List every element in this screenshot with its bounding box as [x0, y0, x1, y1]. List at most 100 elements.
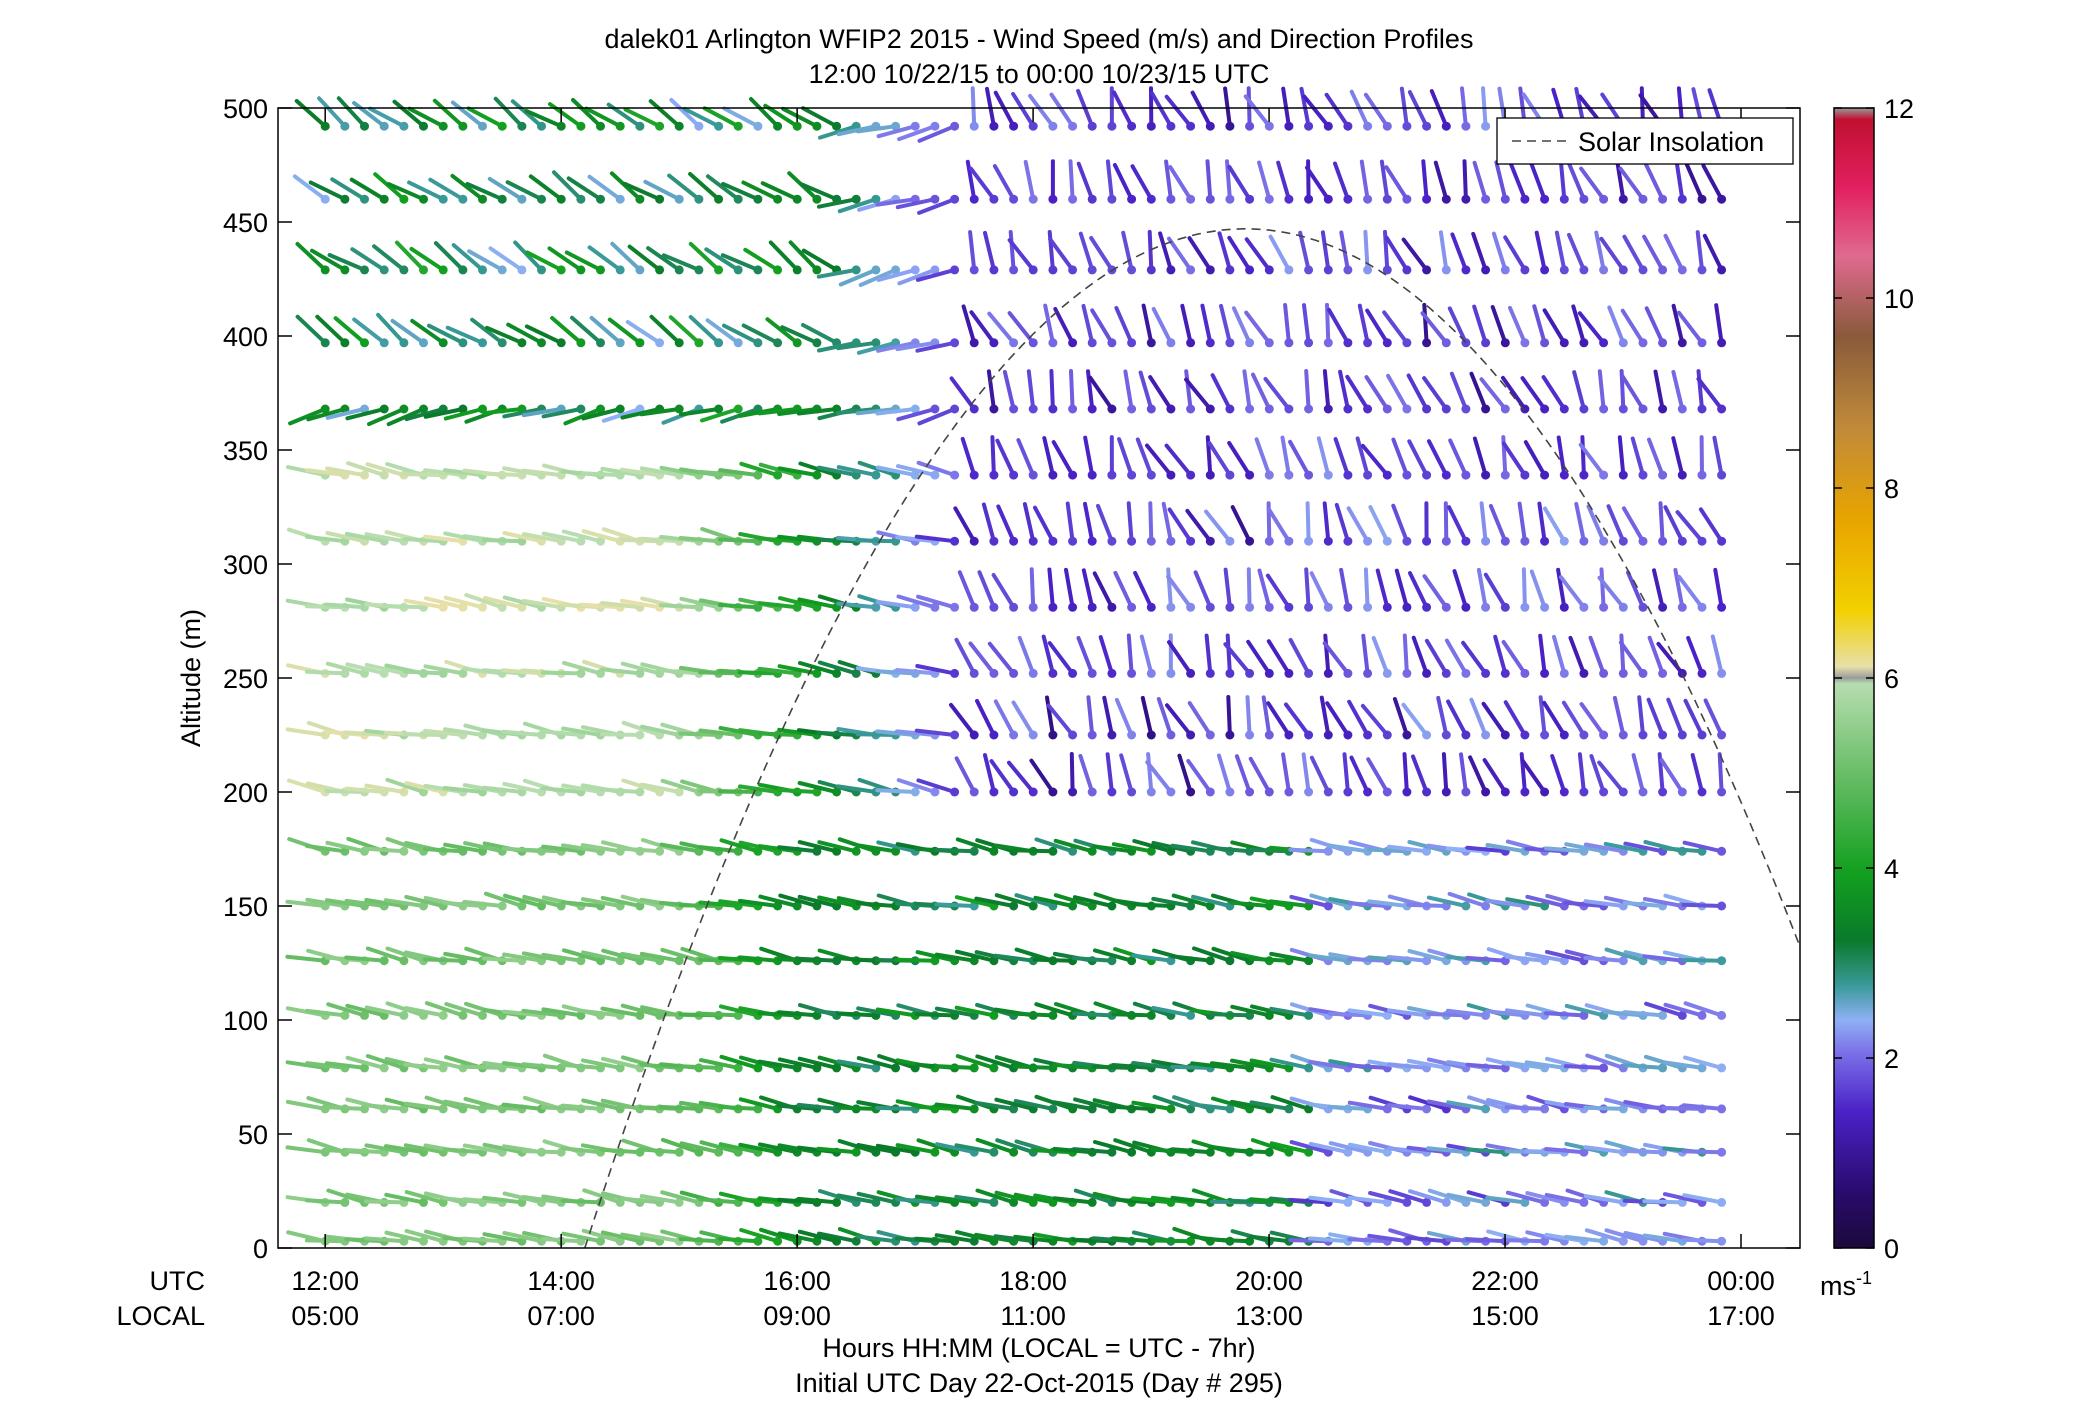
wind-barbs-group: [285, 86, 1727, 1246]
wind-barb-shaft: [345, 407, 387, 421]
wind-barb-dot: [733, 265, 743, 275]
wind-barb-shaft: [915, 267, 957, 282]
wind-barb-shaft: [1392, 697, 1409, 737]
wind-barb-dot: [1048, 404, 1058, 414]
wind-barb-dot: [969, 121, 979, 131]
wind-barb-shaft: [954, 895, 996, 908]
wind-barb-dot: [1599, 1236, 1609, 1246]
wind-barb-shaft: [422, 957, 465, 963]
wind-barb-shaft: [1171, 893, 1213, 908]
wind-barb-dot: [1520, 536, 1530, 546]
wind-barb-shaft: [1644, 162, 1665, 202]
wind-barb-shaft: [1257, 160, 1272, 202]
wind-barb-shaft: [1008, 230, 1016, 272]
wind-barb-shaft: [658, 1104, 701, 1111]
wind-barb-shaft: [561, 726, 603, 737]
wind-barb-shaft: [975, 698, 996, 737]
wind-barb-dot: [379, 404, 389, 414]
wind-barb-dot: [950, 602, 960, 612]
wind-barb-shaft: [600, 1230, 642, 1244]
wind-barb-shaft: [1366, 757, 1390, 794]
wind-barb-dot: [1009, 1197, 1019, 1207]
wind-barb-shaft: [739, 461, 780, 478]
wind-barb-shaft: [1647, 437, 1665, 478]
wind-barb-shaft: [1327, 1011, 1370, 1018]
wind-barb-shaft: [1567, 232, 1586, 272]
wind-barb-dot: [1343, 1197, 1353, 1207]
wind-barb-shaft: [738, 1142, 780, 1155]
wind-barb-dot: [1481, 1104, 1491, 1114]
wind-barb-shaft: [1012, 1064, 1055, 1070]
wind-barb-shaft: [678, 1237, 721, 1244]
wind-barb-dot: [497, 901, 507, 911]
wind-barb-dot: [753, 338, 763, 348]
wind-barb-dot: [1068, 194, 1078, 204]
wind-barb-shaft: [1406, 373, 1429, 411]
wind-barb-shaft: [1347, 1237, 1390, 1244]
wind-barb-dot: [930, 470, 940, 480]
wind-barb-dot: [1166, 787, 1176, 797]
wind-barb-shaft: [1524, 951, 1567, 963]
wind-barb-dot: [694, 338, 704, 348]
wind-barb-shaft: [336, 96, 367, 129]
wind-barb-dot: [320, 265, 330, 275]
wind-barb-shaft: [1089, 236, 1114, 272]
wind-barb-shaft: [372, 244, 406, 272]
wind-barb-shaft: [914, 1104, 957, 1111]
wind-barb-dot: [1461, 730, 1471, 740]
wind-barb-shaft: [1662, 1192, 1704, 1205]
wind-barb-shaft: [1583, 899, 1626, 908]
wind-barb-dot: [674, 787, 684, 797]
wind-barb-dot: [1363, 730, 1373, 740]
wind-barb-shaft: [1301, 752, 1311, 794]
wind-barb-dot: [1225, 536, 1235, 546]
wind-barb-dot: [1304, 536, 1314, 546]
wind-barb-shaft: [1357, 303, 1370, 345]
wind-barb-shaft: [1532, 304, 1547, 345]
wind-barb-dot: [969, 404, 979, 414]
wind-barb-dot: [930, 787, 940, 797]
wind-barb-shaft: [1191, 894, 1232, 908]
wind-barb-shaft: [801, 248, 839, 272]
wind-barb-dot: [1264, 194, 1274, 204]
wind-barb-shaft: [407, 180, 446, 202]
wind-barb-shaft: [934, 1233, 977, 1244]
wind-barb-shaft: [1204, 509, 1232, 544]
wind-barb-dot: [930, 265, 940, 275]
wind-barb-dot: [458, 602, 468, 612]
wind-barb-dot: [674, 404, 684, 414]
wind-barb-dot: [753, 470, 763, 480]
wind-barb-shaft: [463, 841, 505, 854]
wind-barb-shaft: [1288, 439, 1311, 478]
wind-barb-shaft: [1476, 567, 1488, 610]
wind-barb-dot: [812, 668, 822, 678]
wind-barb-shaft: [836, 1059, 878, 1070]
wind-barb-shaft: [403, 1101, 446, 1111]
wind-barb-dot: [1658, 265, 1668, 275]
wind-barb-shaft: [503, 893, 544, 908]
wind-barb-shaft: [560, 900, 603, 908]
wind-barb-shaft: [1564, 842, 1606, 854]
wind-barb-shaft: [1177, 753, 1193, 794]
wind-barb-shaft: [1563, 900, 1606, 908]
wind-barb-shaft: [1248, 756, 1272, 794]
wind-barb-shaft: [1529, 161, 1547, 202]
wind-barb-shaft: [1333, 161, 1350, 202]
chart-title-line2: 12:00 10/22/15 to 00:00 10/23/15 UTC: [809, 59, 1270, 89]
wind-barb-shaft: [424, 1001, 465, 1018]
wind-barb-shaft: [1459, 752, 1468, 794]
wind-barb-shaft: [1316, 436, 1331, 478]
wind-barb-dot: [1618, 194, 1628, 204]
wind-barb-shaft: [1642, 1199, 1685, 1205]
wind-barb-shaft: [1586, 504, 1606, 544]
wind-barb-dot: [1658, 787, 1668, 797]
wind-barb-dot: [1107, 404, 1117, 414]
wind-barb-shaft: [1186, 759, 1213, 794]
wind-barb-shaft: [1229, 900, 1272, 908]
wind-barb-dot: [1245, 787, 1255, 797]
wind-barb-shaft: [1102, 695, 1114, 737]
wind-barb-shaft: [749, 97, 780, 129]
wind-barb-shaft: [1450, 232, 1468, 272]
wind-barb-shaft: [1226, 695, 1232, 737]
wind-barb-dot: [1658, 470, 1668, 480]
